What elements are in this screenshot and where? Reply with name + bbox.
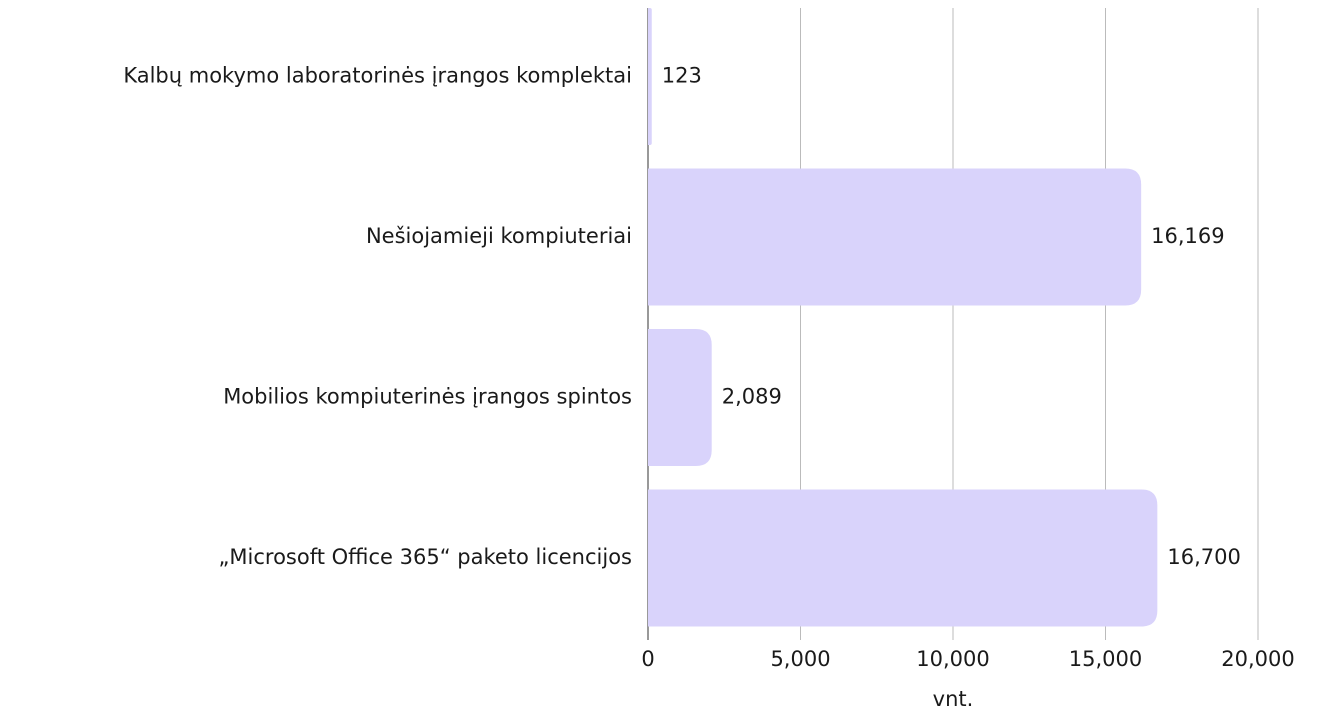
x-tick-label: 20,000 <box>1221 647 1294 671</box>
x-tick-label: 10,000 <box>916 647 989 671</box>
value-label: 16,169 <box>1151 224 1224 248</box>
y-tick-label: Kalbų mokymo laboratorinės įrangos kompl… <box>123 64 632 88</box>
bar <box>648 168 1142 306</box>
bar <box>648 329 712 466</box>
x-tick-label: 15,000 <box>1069 647 1142 671</box>
value-label: 16,700 <box>1167 545 1240 569</box>
x-axis-label: vnt. <box>933 687 974 711</box>
y-tick-label: Nešiojamieji kompiuteriai <box>366 224 632 248</box>
value-label: 123 <box>662 64 702 88</box>
x-tick-label: 5,000 <box>770 647 830 671</box>
y-tick-label: „Microsoft Office 365“ paketo licencijos <box>219 545 632 569</box>
value-label: 2,089 <box>722 385 782 409</box>
bar <box>648 489 1158 627</box>
x-tick-label: 0 <box>641 647 654 671</box>
bar <box>648 8 652 145</box>
y-tick-label: Mobilios kompiuterinės įrangos spintos <box>223 385 632 409</box>
